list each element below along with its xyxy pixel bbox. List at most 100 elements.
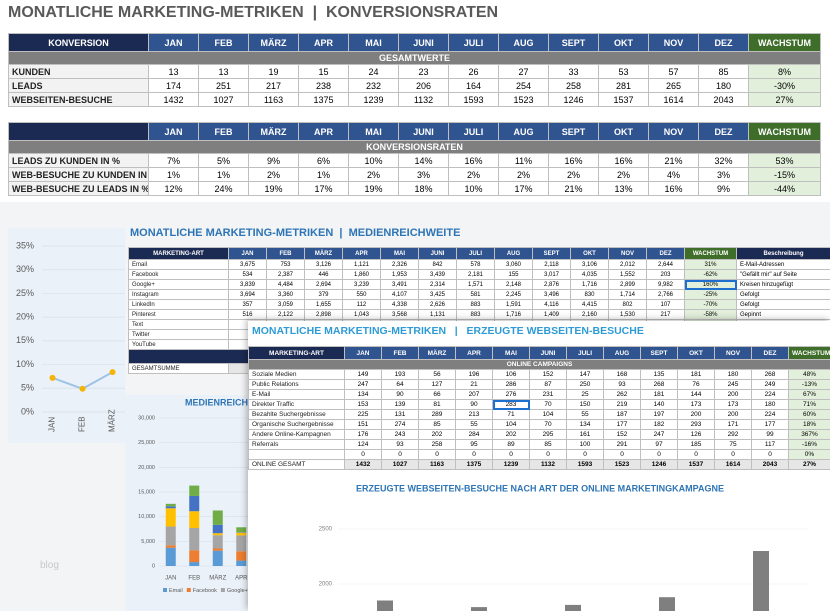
row-label: ONLINE GESAMT bbox=[248, 459, 345, 470]
header-cell: NOV bbox=[648, 122, 699, 141]
visits-sheet: MONATLICHE MARKETING-METRIKEN | ERZEUGTE… bbox=[248, 321, 830, 611]
cell: 1,591 bbox=[494, 299, 533, 310]
cell: 0 bbox=[751, 449, 789, 460]
cell: 3,439 bbox=[418, 269, 457, 280]
cell: 3,425 bbox=[418, 289, 457, 300]
bar bbox=[753, 551, 769, 611]
cell: 174 bbox=[148, 78, 199, 93]
cell: 2,899 bbox=[608, 279, 647, 290]
bar-segment bbox=[236, 535, 247, 552]
row-label: E-Mail bbox=[248, 389, 345, 400]
cell: 149 bbox=[344, 369, 382, 380]
cell: 207 bbox=[455, 389, 493, 400]
cell: 0 bbox=[677, 449, 715, 460]
cell: 2,245 bbox=[494, 289, 533, 300]
section-label: ONLINE CAMPAIGNS bbox=[248, 359, 830, 370]
cell: 534 bbox=[228, 269, 267, 280]
data-row: Bezahlte Suchergebnisse 225 131 289 213 71 104… bbox=[248, 409, 830, 420]
cell: 160% bbox=[684, 279, 737, 290]
cell: 2,181 bbox=[456, 269, 495, 280]
row-label: Referrals bbox=[248, 439, 345, 450]
cell: 9% bbox=[248, 153, 299, 168]
cell: 2% bbox=[548, 167, 599, 182]
cell: -58% bbox=[684, 309, 737, 320]
data-row: Direkter Traffic 153 139 81 90 283 70 150 219 140… bbox=[248, 399, 830, 410]
cell: 200 bbox=[714, 409, 752, 420]
watermark: blog bbox=[40, 560, 59, 571]
cell: 107 bbox=[646, 299, 685, 310]
cell: 15 bbox=[298, 64, 349, 79]
data-row: E-Mail 134 90 66 207 276 231 25 262 181 144 200 224 6… bbox=[248, 389, 830, 400]
header-cell: MAI bbox=[348, 33, 399, 52]
row-label: Andere Online-Kampagnen bbox=[248, 429, 345, 440]
row-label: LEADS ZU KUNDEN IN % bbox=[8, 153, 149, 168]
cell: -30% bbox=[748, 78, 821, 93]
cell: 67% bbox=[788, 389, 830, 400]
cell: 247 bbox=[344, 379, 382, 390]
cell: 60% bbox=[788, 409, 830, 420]
header-cell: DEZ bbox=[698, 33, 749, 52]
cell: 3,017 bbox=[532, 269, 571, 280]
cell: 16% bbox=[598, 153, 649, 168]
header-cell: MÄRZ bbox=[248, 33, 299, 52]
cell: 1% bbox=[148, 167, 199, 182]
header-cell: JULI bbox=[448, 33, 499, 52]
cell: 3,126 bbox=[304, 259, 343, 270]
cell: 1523 bbox=[603, 459, 641, 470]
cell: 219 bbox=[603, 399, 641, 410]
cell: "Gefällt mir" auf Seite bbox=[736, 269, 830, 280]
y-tick-label: 35% bbox=[16, 240, 34, 250]
cell: 8% bbox=[748, 64, 821, 79]
header-cell: AUG bbox=[494, 247, 533, 260]
cell: 200 bbox=[714, 389, 752, 400]
cell: 293 bbox=[677, 419, 715, 430]
cell: 0 bbox=[529, 449, 567, 460]
data-row: Soziale Medien 149 193 56 196 106 152 147 168 135… bbox=[248, 369, 830, 380]
cell: 379 bbox=[304, 289, 343, 300]
cell: 0 bbox=[344, 449, 382, 460]
cell: 19 bbox=[248, 64, 299, 79]
cell: 2,766 bbox=[646, 289, 685, 300]
bar bbox=[565, 604, 581, 611]
bar-segment bbox=[165, 545, 176, 548]
cell: 2% bbox=[248, 167, 299, 182]
bar-segment bbox=[165, 547, 176, 566]
cell: 97 bbox=[640, 439, 678, 450]
header-cell: JUNI bbox=[418, 247, 457, 260]
cell: 9% bbox=[698, 181, 749, 196]
header-row: JAN FEB MÄRZ APR MAI JUNI JULI AUG SEPT OKT NOV DEZ… bbox=[8, 122, 821, 141]
cell: 16% bbox=[548, 153, 599, 168]
cell: 181 bbox=[677, 369, 715, 380]
header-cell: DEZ bbox=[698, 122, 749, 141]
cell: 150 bbox=[566, 399, 604, 410]
data-row: LEADS 174 251 217 238 232 206 164 254 258 281 265 18… bbox=[8, 78, 821, 93]
cell: 213 bbox=[455, 409, 493, 420]
data-row: Pinterest 516 2,122 2,898 1,043 3,568 1,131 883… bbox=[128, 309, 830, 320]
bar-segment bbox=[212, 548, 223, 551]
cell: 1,043 bbox=[342, 309, 381, 320]
cell: 883 bbox=[456, 299, 495, 310]
cell: 2,326 bbox=[380, 259, 419, 270]
bar-segment bbox=[165, 526, 176, 546]
cell: 64 bbox=[381, 379, 419, 390]
cell: 135 bbox=[640, 369, 678, 380]
cell: 2,160 bbox=[570, 309, 609, 320]
legend-swatch bbox=[163, 588, 167, 592]
cell: 1593 bbox=[448, 92, 499, 107]
data-row: Referrals 124 93 258 95 89 85 100 291 97 185 75 117-… bbox=[248, 439, 830, 450]
cell: 245 bbox=[714, 379, 752, 390]
cell: -44% bbox=[748, 181, 821, 196]
cell: 2,148 bbox=[494, 279, 533, 290]
cell: 2,876 bbox=[532, 279, 571, 290]
y-tick-label: 25,000 bbox=[138, 440, 155, 446]
header-cell: JULI bbox=[456, 247, 495, 260]
legend-label: Google+ bbox=[227, 588, 248, 594]
cell: 90 bbox=[381, 389, 419, 400]
trend-chart: 0% 5% 10% 15% 20% 25% 30% 35% JAN FEB MÄRZ bbox=[8, 228, 125, 443]
cell: 1432 bbox=[344, 459, 382, 470]
y-tick-label: 2500 bbox=[319, 527, 333, 533]
cell: 224 bbox=[751, 409, 789, 420]
cell: 0 bbox=[455, 449, 493, 460]
header-cell: MAI bbox=[380, 247, 419, 260]
cell: 286 bbox=[492, 379, 530, 390]
